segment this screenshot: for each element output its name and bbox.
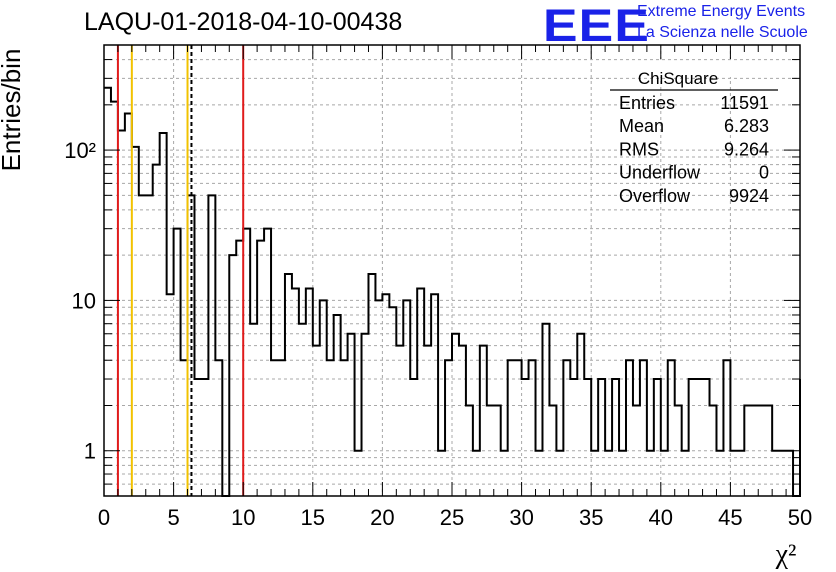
x-tick-label: 40: [649, 505, 673, 530]
x-axis-label: χ²: [775, 539, 797, 570]
x-tick-label: 50: [788, 505, 812, 530]
stats-row-label: Entries: [619, 93, 675, 113]
stats-box-title: ChiSquare: [638, 69, 718, 88]
stats-row-label: Overflow: [619, 186, 691, 206]
logo-line-1: Extreme Energy Events: [637, 3, 806, 20]
histogram-line: [104, 86, 801, 497]
grid-lines: [104, 45, 800, 496]
stats-row-label: Underflow: [619, 163, 701, 183]
x-tick-label: 5: [167, 505, 179, 530]
x-tick-label: 30: [509, 505, 533, 530]
stats-row-value: 0: [759, 163, 769, 183]
stats-row-value: 6.283: [724, 116, 769, 136]
chart-title: LAQU-01-2018-04-10-00438: [84, 8, 403, 36]
y-tick-label: 10²: [64, 138, 96, 163]
stats-row-value: 11591: [720, 93, 769, 113]
stats-box: ChiSquare Entries 11591 Mean 6.283 RMS 9.264 U…: [610, 62, 778, 206]
x-tick-label: 15: [301, 505, 325, 530]
y-tick-label: 1: [84, 439, 96, 464]
y-tick-label: 10: [72, 288, 96, 313]
stats-box-header-bg: [610, 62, 778, 77]
reference-lines: [116, 45, 245, 496]
x-tick-label: 0: [98, 505, 110, 530]
stats-row-value: 9.264: [724, 139, 769, 159]
x-tick-label: 20: [370, 505, 394, 530]
stats-row-label: Mean: [619, 116, 664, 136]
histogram-bins: [104, 86, 801, 497]
y-axis-label: Entries/bin: [0, 49, 26, 172]
eee-logo: EEE: [543, 0, 651, 51]
logo-line-2: La Scienza nelle Scuole: [637, 24, 808, 41]
stats-row-label: RMS: [619, 139, 659, 159]
stats-box-rows: Entries 11591 Mean 6.283 RMS 9.264 Underflow 0 O…: [619, 93, 769, 206]
x-tick-label: 45: [718, 505, 742, 530]
x-tick-label: 10: [231, 505, 255, 530]
axis-ticks: 0 5 10 15 20 25 30 35 40 45 50 1 10 10²: [64, 44, 812, 530]
x-tick-label: 25: [440, 505, 464, 530]
x-tick-label: 35: [579, 505, 603, 530]
stats-row-value: 9924: [729, 186, 769, 206]
